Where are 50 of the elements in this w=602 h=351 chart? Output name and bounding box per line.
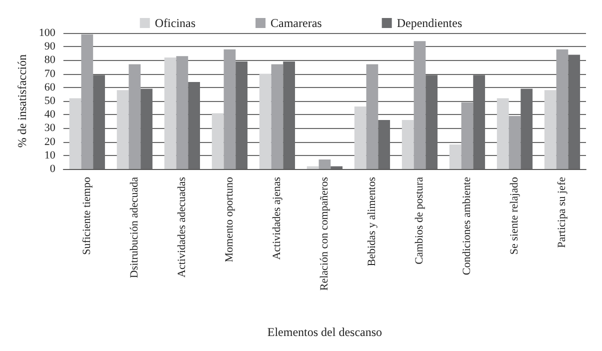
bar [330,166,343,169]
y-tick-label: 40 [44,108,56,121]
y-tick-label: 90 [44,40,56,53]
bar [556,49,568,169]
bar [461,102,474,169]
bar [306,166,319,169]
bar [224,49,236,169]
bar [212,113,224,169]
x-tick-label: Relación con compañeros [318,177,331,291]
x-tick-label: Actividades adecuadas [176,177,188,278]
bar [354,106,366,169]
y-tick-label: 60 [44,81,56,94]
bar [259,74,272,169]
bar [508,116,521,169]
x-tick-label: Dsitrubución adecuada [128,176,141,278]
x-tick-label: Bebidas y alimentos [366,177,378,266]
x-tick-label: Suficiente tiempo [81,176,94,255]
bar [164,57,176,169]
y-tick-label: 30 [44,122,56,134]
x-tick-label: Se siente relajado [508,176,521,255]
bar [449,144,462,169]
y-axis-title: % de insatisfacción [15,54,29,148]
x-axis-title: Elementos del descanso [267,325,382,339]
x-tick-label: Actividades ajenas [271,177,284,260]
x-tick-label: Momento oportuno [224,176,236,262]
y-tick-label: 80 [44,54,56,66]
y-tick-label: 70 [44,68,56,80]
bar [128,64,141,169]
bar [402,120,414,169]
legend-label: Dependientes [396,16,462,30]
legend-label: Oficinas [154,16,196,30]
bar [271,64,284,169]
x-tick-label: Participa su jefe [556,176,568,248]
bar [81,34,94,169]
bar [496,98,509,169]
bar [414,41,426,169]
bar [69,98,82,169]
bar [116,90,129,169]
legend-label: Camareras [270,16,322,30]
y-tick-label: 10 [44,149,56,162]
x-tick-label: Condiciones ambiente [461,176,474,276]
y-tick-label: 50 [44,95,56,107]
y-tick-label: 0 [50,163,56,175]
bar [366,64,378,169]
bar [544,90,556,169]
bar [318,159,331,169]
x-tick-label: Cambios de postura [414,176,426,264]
bar [176,56,188,169]
y-tick-label: 20 [44,136,56,148]
y-tick-label: 100 [38,27,56,39]
